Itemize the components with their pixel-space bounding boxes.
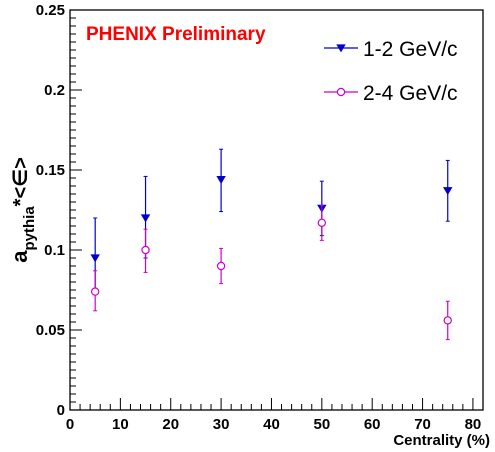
legend: 1-2 GeV/c 2-4 GeV/c <box>324 38 458 105</box>
data-point-marker <box>141 245 150 255</box>
data-point-marker <box>336 44 346 53</box>
y-tick-label: 0 <box>57 402 65 419</box>
y-axis-title-rest: *<∈> <box>10 157 32 206</box>
x-tick-label: 0 <box>66 416 74 433</box>
x-tick-label: 70 <box>414 416 431 433</box>
legend-item: 1-2 GeV/c <box>324 38 458 61</box>
data-point-marker <box>443 316 452 325</box>
y-tick-label: 0.05 <box>36 322 65 339</box>
y-axis-title: apythia*<∈> <box>7 157 38 263</box>
x-tick-label: 50 <box>313 416 330 433</box>
legend-label: 2-4 GeV/c <box>363 82 458 105</box>
series-2 <box>90 204 452 341</box>
legend-label: 1-2 GeV/c <box>363 38 458 61</box>
data-point-marker <box>317 218 327 227</box>
data-point-marker <box>140 214 151 223</box>
plot-border <box>69 9 484 411</box>
y-tick-label: 0.2 <box>44 82 65 99</box>
x-tick-label: 80 <box>465 416 482 433</box>
x-tick-label: 60 <box>364 416 381 433</box>
data-point-marker <box>336 87 346 97</box>
y-tick-label: 0.1 <box>44 242 65 259</box>
chart-title: PHENIX Preliminary <box>86 24 266 45</box>
data-point-marker <box>443 187 453 196</box>
x-axis: 0 10 20 30 40 50 60 70 80 <box>66 398 481 433</box>
series-layer <box>90 148 453 341</box>
y-tick-label: 0.25 <box>36 2 65 19</box>
x-tick-label: 20 <box>162 416 179 433</box>
plot-frame <box>69 9 484 411</box>
y-axis-title-subscript: pythia <box>21 206 38 251</box>
y-axis-title-main: a <box>7 250 32 263</box>
x-axis-title: Centrality (%) <box>393 432 490 449</box>
y-tick-label: 0.15 <box>36 162 65 179</box>
x-tick-label: 40 <box>263 416 280 433</box>
data-point-marker <box>216 175 226 184</box>
y-axis: 0 0.05 0.1 0.15 0.2 0.25 <box>36 2 82 419</box>
data-point-marker <box>216 261 226 271</box>
data-point-marker <box>90 287 100 296</box>
data-point-marker <box>90 254 100 263</box>
x-tick-label: 30 <box>213 416 230 433</box>
legend-item: 2-4 GeV/c <box>324 82 458 105</box>
x-tick-label: 10 <box>112 416 129 433</box>
